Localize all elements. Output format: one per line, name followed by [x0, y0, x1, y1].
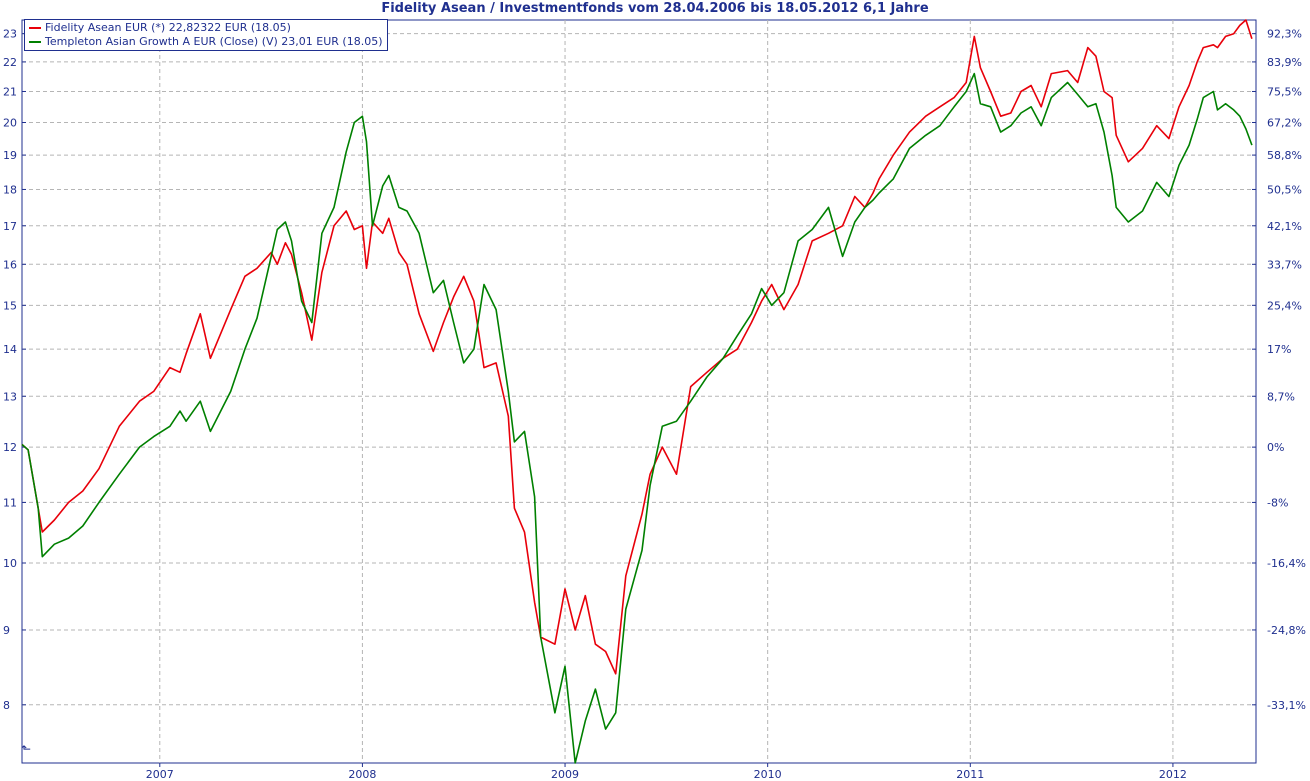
x-tick-label: 2011	[956, 768, 984, 781]
x-tick-label: 2010	[754, 768, 782, 781]
series-line-0	[21, 19, 1253, 675]
y-left-tick-label: 14	[3, 343, 17, 356]
legend-entry-templeton: Templeton Asian Growth A EUR (Close) (V)…	[29, 35, 383, 49]
y-left-tick-label: 8	[3, 699, 10, 712]
y-right-tick-label: 75,5%	[1267, 85, 1302, 98]
legend-swatch-green	[29, 41, 41, 43]
legend-swatch-red	[29, 27, 41, 29]
y-right-tick-label: -16,4%	[1267, 557, 1306, 570]
y-right-tick-label: 50,5%	[1267, 183, 1302, 196]
y-left-tick-label: 22	[3, 56, 17, 69]
y-left-tick-label: 11	[3, 496, 17, 509]
legend-entry-fidelity: Fidelity Asean EUR (*) 22,82322 EUR (18.…	[29, 21, 383, 35]
y-left-tick-label: 19	[3, 149, 17, 162]
y-left-tick-label: 10	[3, 557, 17, 570]
y-left-tick-label: 17	[3, 220, 17, 233]
x-axis: 2007 2008 2009 2010 2011 2012	[146, 763, 1187, 781]
y-left-tick-label: 12	[3, 441, 17, 454]
y-axis-right: -33,1% -24,8% -16,4% -8% 0% 8,7% 17% 25,4% 33,7%…	[1252, 28, 1306, 712]
legend-label-fidelity: Fidelity Asean EUR (*) 22,82322 EUR (18.…	[45, 21, 291, 34]
y-right-tick-label: -24,8%	[1267, 624, 1306, 637]
y-right-tick-label: 33,7%	[1267, 258, 1302, 271]
y-left-tick-label: 13	[3, 390, 17, 403]
y-left-tick-label: 15	[3, 299, 17, 312]
plot-frame	[21, 19, 1257, 764]
y-right-tick-label: 58,8%	[1267, 149, 1302, 162]
y-axis-left: 8 9 10 11 12 13 14 15 16 17 18 19 20 21 22 23	[3, 28, 26, 712]
y-right-tick-label: -33,1%	[1267, 699, 1306, 712]
series-lines	[21, 19, 1253, 764]
x-tick-label: 2009	[551, 768, 579, 781]
chart-legend: Fidelity Asean EUR (*) 22,82322 EUR (18.…	[24, 19, 388, 51]
y-left-tick-label: 18	[3, 183, 17, 196]
x-tick-label: 2012	[1159, 768, 1187, 781]
y-right-tick-label: 42,1%	[1267, 220, 1302, 233]
y-right-tick-label: 92,3%	[1267, 28, 1302, 41]
chart-title: Fidelity Asean / Investmentfonds vom 28.…	[381, 1, 929, 16]
corner-marker-icon: ⬑	[21, 742, 32, 756]
y-right-tick-label: 0%	[1267, 441, 1284, 454]
y-right-tick-label: -8%	[1267, 496, 1288, 509]
y-right-tick-label: 25,4%	[1267, 299, 1302, 312]
y-left-tick-label: 9	[3, 624, 10, 637]
legend-label-templeton: Templeton Asian Growth A EUR (Close) (V)…	[45, 35, 383, 48]
y-right-tick-label: 67,2%	[1267, 116, 1302, 129]
x-tick-label: 2007	[146, 768, 174, 781]
y-left-tick-label: 16	[3, 258, 17, 271]
y-left-tick-label: 20	[3, 116, 17, 129]
x-tick-label: 2008	[348, 768, 376, 781]
y-left-tick-label: 21	[3, 85, 17, 98]
y-left-tick-label: 23	[3, 28, 17, 41]
y-right-tick-label: 8,7%	[1267, 390, 1295, 403]
y-right-tick-label: 83,9%	[1267, 56, 1302, 69]
series-line-1	[21, 72, 1253, 764]
y-right-tick-label: 17%	[1267, 343, 1291, 356]
